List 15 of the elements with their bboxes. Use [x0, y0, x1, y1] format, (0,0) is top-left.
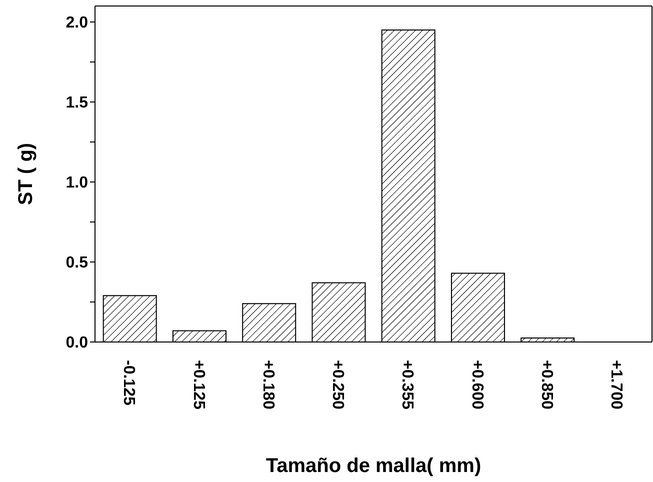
y-axis-title: ST ( g) [15, 142, 38, 206]
x-tick-label: +0.850 [538, 360, 555, 410]
y-tick-label: 0.5 [66, 254, 88, 272]
y-tick-label: 1.0 [66, 174, 88, 192]
x-tick-label: +1.700 [608, 360, 625, 410]
x-tick-label: +0.355 [398, 360, 416, 410]
y-tick-label: 2.0 [66, 14, 88, 32]
x-tick-label: +0.125 [190, 360, 207, 410]
y-tick-label: 0.0 [66, 334, 88, 352]
y-tick-label: 1.5 [66, 94, 88, 112]
x-tick-label: +0.250 [329, 360, 346, 410]
x-tick-label: +0.180 [259, 360, 276, 410]
x-axis-title: Tamaño de malla( mm) [266, 455, 482, 477]
x-tick-label: +0.600 [468, 360, 486, 410]
x-tick-label: -0.125 [120, 360, 138, 406]
